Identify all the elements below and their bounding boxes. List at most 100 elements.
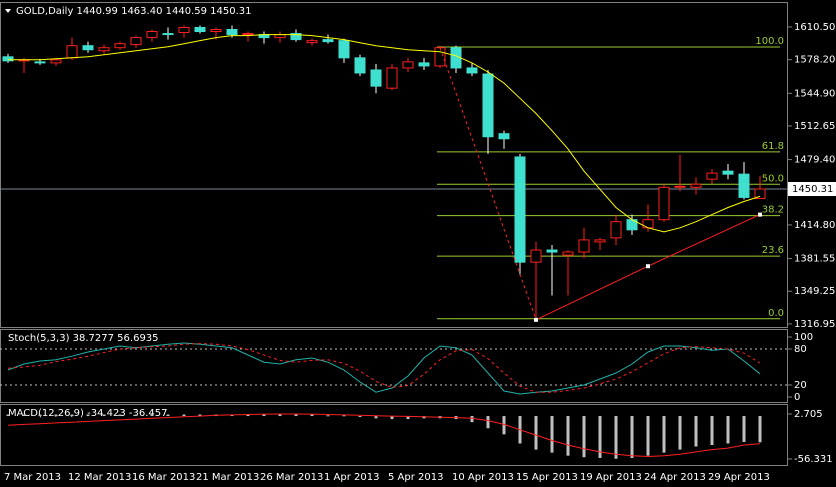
macd-title: MACD(12,26,9) -34.423 -36.457 bbox=[8, 408, 168, 419]
macd-bar bbox=[470, 416, 474, 423]
moving-average bbox=[8, 34, 761, 233]
menu-arrow bbox=[5, 9, 11, 13]
macd-bar bbox=[534, 416, 538, 450]
macd-bar bbox=[294, 414, 298, 417]
fib-label: 50.0 bbox=[762, 173, 784, 184]
candle-body bbox=[466, 67, 478, 74]
y-tick-label: 1512.65 bbox=[794, 121, 835, 132]
y-tick-label: 80 bbox=[794, 344, 807, 355]
candle-body bbox=[434, 47, 446, 67]
last-price-box bbox=[788, 182, 836, 197]
candle-body bbox=[2, 56, 14, 62]
y-tick-label: 100 bbox=[794, 332, 813, 343]
macd-bar bbox=[614, 416, 618, 459]
x-tick-label: 10 Apr 2013 bbox=[452, 472, 514, 483]
stoch-line bbox=[7, 343, 761, 393]
candle-body bbox=[562, 251, 574, 256]
candle-body bbox=[546, 249, 558, 253]
candle-body bbox=[706, 172, 718, 180]
macd-bar bbox=[38, 414, 42, 417]
candle-body bbox=[722, 170, 734, 175]
candle-body bbox=[370, 69, 382, 87]
macd-bar bbox=[326, 415, 330, 417]
x-tick-label: 26 Mar 2013 bbox=[260, 472, 323, 483]
fib-label: 23.6 bbox=[762, 245, 784, 256]
candle-body bbox=[418, 62, 430, 67]
fib-label: 61.8 bbox=[762, 141, 784, 152]
candle-body bbox=[242, 33, 254, 36]
macd-bar bbox=[694, 416, 698, 447]
x-tick-label: 5 Apr 2013 bbox=[388, 472, 443, 483]
macd-bar bbox=[150, 414, 154, 417]
macd-bar bbox=[198, 414, 202, 417]
candle-body bbox=[386, 67, 398, 89]
y-tick-label: 2.705 bbox=[794, 409, 823, 420]
macd-panel-frame bbox=[0, 404, 788, 466]
candle-body bbox=[530, 249, 542, 263]
candle-body bbox=[98, 47, 110, 52]
candle-body bbox=[658, 186, 670, 221]
candle-body bbox=[66, 45, 78, 59]
y-tick-label: 1610.50 bbox=[794, 22, 835, 33]
last-price-label: 1450.31 bbox=[792, 184, 833, 195]
macd-bar bbox=[70, 414, 74, 417]
y-tick-label: 1578.20 bbox=[794, 55, 835, 66]
candle-body bbox=[322, 39, 334, 43]
stoch-panel-frame bbox=[0, 329, 788, 403]
main-panel-frame bbox=[0, 2, 788, 328]
macd-bar bbox=[406, 416, 410, 420]
y-tick-label: 1544.90 bbox=[794, 88, 835, 99]
chart-title: GOLD,Daily 1440.99 1463.40 1440.59 1450.… bbox=[16, 6, 252, 17]
candle-body bbox=[82, 45, 94, 51]
x-tick-label: 29 Apr 2013 bbox=[708, 472, 770, 483]
fib-label: 0.0 bbox=[768, 308, 784, 319]
candle-body bbox=[754, 188, 766, 199]
x-tick-label: 7 Mar 2013 bbox=[4, 472, 61, 483]
candle-body bbox=[146, 31, 158, 39]
y-tick-label: 1479.40 bbox=[794, 155, 835, 166]
stoch-title: Stoch(5,3,3) 38.7277 56.6935 bbox=[8, 333, 159, 344]
macd-bar bbox=[134, 414, 138, 417]
trend-point bbox=[534, 317, 538, 322]
candle-body bbox=[402, 61, 414, 69]
x-tick-label: 1 Apr 2013 bbox=[324, 472, 379, 483]
candle-body bbox=[162, 33, 174, 36]
macd-bar bbox=[646, 416, 650, 456]
macd-bar bbox=[54, 414, 58, 417]
x-tick-label: 16 Mar 2013 bbox=[132, 472, 195, 483]
candle-body bbox=[338, 40, 350, 59]
trend-point bbox=[758, 212, 762, 217]
candle-body bbox=[130, 37, 142, 46]
candle-body bbox=[498, 133, 510, 140]
candle-body bbox=[482, 73, 494, 138]
macd-signal bbox=[7, 413, 761, 458]
candle-body bbox=[226, 29, 238, 36]
macd-bar bbox=[582, 416, 586, 458]
macd-bar bbox=[550, 416, 554, 453]
macd-bar bbox=[358, 416, 362, 418]
macd-bar bbox=[86, 414, 90, 417]
macd-bar bbox=[262, 414, 266, 417]
macd-bar bbox=[22, 414, 26, 417]
candle-body bbox=[290, 33, 302, 41]
y-tick-label: 0 bbox=[794, 392, 800, 403]
macd-bar bbox=[726, 416, 730, 444]
candle-body bbox=[674, 185, 686, 188]
macd-bar bbox=[6, 414, 10, 417]
macd-bar bbox=[598, 416, 602, 458]
trend-point bbox=[646, 264, 650, 269]
x-tick-label: 12 Mar 2013 bbox=[68, 472, 131, 483]
y-tick-label: 1349.25 bbox=[794, 286, 835, 297]
candle-body bbox=[578, 239, 590, 253]
candle-body bbox=[354, 57, 366, 74]
macd-bar bbox=[630, 416, 634, 458]
macd-bar bbox=[118, 414, 122, 417]
macd-bar bbox=[390, 416, 394, 420]
y-tick-label: 20 bbox=[794, 380, 807, 391]
y-tick-label: -56.331 bbox=[794, 454, 833, 465]
candle-body bbox=[178, 26, 190, 34]
macd-bar bbox=[678, 416, 682, 450]
fib-label: 100.0 bbox=[755, 36, 784, 47]
